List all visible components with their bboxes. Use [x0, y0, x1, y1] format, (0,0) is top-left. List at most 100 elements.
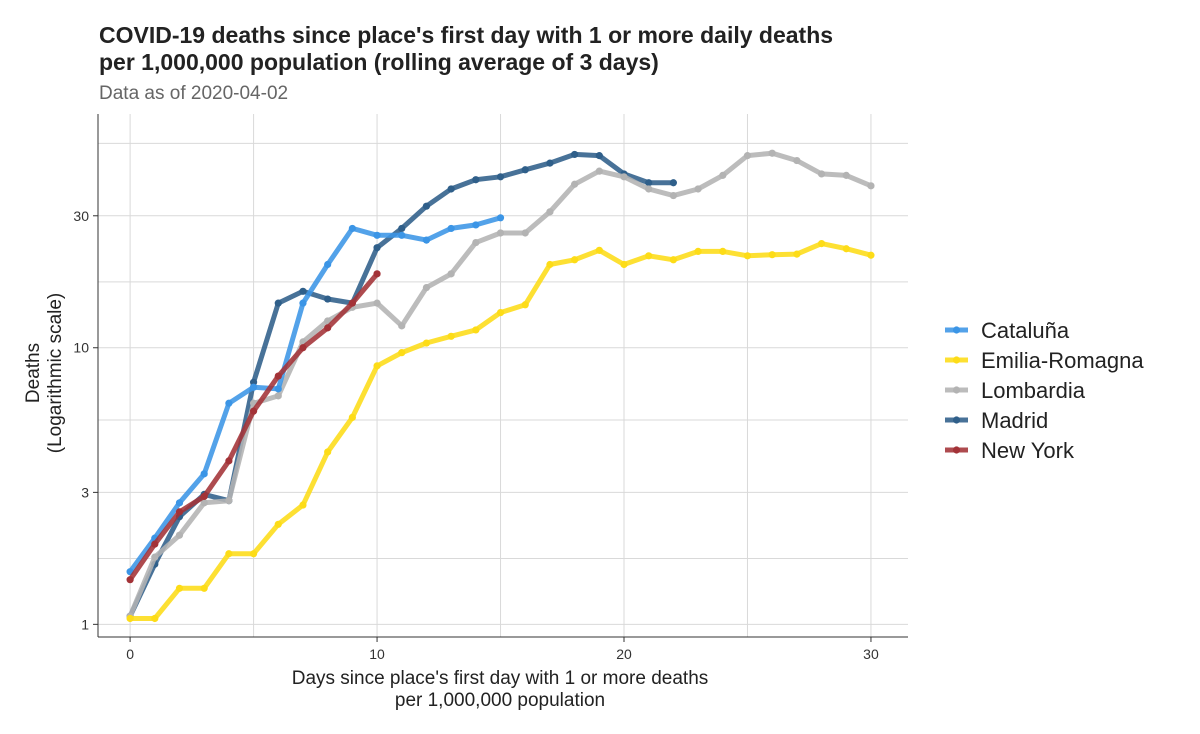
data-point-lombardia — [669, 191, 677, 200]
data-point-madrid — [595, 152, 603, 160]
data-point-cataluna — [447, 224, 455, 233]
data-point-emilia-romagna — [645, 252, 653, 260]
data-point-emilia-romagna — [719, 247, 727, 256]
legend-swatch-point — [952, 416, 961, 424]
chart-subtitle: Data as of 2020-04-02 — [99, 83, 288, 104]
data-point-emilia-romagna — [546, 260, 554, 269]
legend-item-cataluna: Cataluña — [945, 318, 1070, 343]
series-madrid — [126, 150, 677, 620]
data-point-new-york — [324, 324, 332, 332]
data-point-emilia-romagna — [274, 520, 282, 528]
data-point-madrid — [472, 176, 480, 184]
data-point-lombardia — [571, 180, 579, 188]
data-point-emilia-romagna — [126, 614, 134, 623]
data-point-cataluna — [225, 399, 233, 407]
data-point-madrid — [299, 287, 307, 295]
data-point-emilia-romagna — [595, 246, 603, 254]
data-point-lombardia — [472, 238, 480, 247]
legend-label: Lombardia — [981, 378, 1086, 403]
data-point-cataluna — [175, 499, 184, 507]
data-point-madrid — [274, 299, 282, 307]
data-point-lombardia — [225, 497, 233, 505]
data-point-lombardia — [546, 208, 554, 216]
x-tick-label: 10 — [369, 646, 385, 662]
series-emilia-romagna — [126, 239, 875, 623]
data-point-madrid — [546, 159, 554, 167]
data-point-lombardia — [842, 171, 850, 179]
data-point-cataluna — [422, 236, 431, 244]
data-point-lombardia — [743, 152, 752, 160]
data-point-emilia-romagna — [496, 308, 505, 317]
legend-label: Emilia-Romagna — [981, 348, 1144, 373]
data-point-madrid — [422, 202, 431, 210]
x-tick-label: 0 — [126, 646, 134, 662]
x-axis-title-line-2: per 1,000,000 population — [395, 690, 605, 711]
series-cataluna — [126, 214, 505, 576]
data-point-new-york — [151, 540, 159, 548]
data-point-new-york — [299, 344, 307, 352]
data-point-emilia-romagna — [200, 584, 208, 592]
y-axis-title-line-2: (Logarithmic scale) — [45, 293, 66, 454]
data-point-madrid — [645, 179, 653, 187]
data-point-cataluna — [200, 470, 208, 478]
data-point-madrid — [496, 173, 505, 181]
data-point-emilia-romagna — [324, 448, 332, 456]
data-point-lombardia — [768, 149, 776, 157]
data-point-new-york — [225, 457, 233, 465]
data-point-lombardia — [175, 531, 184, 539]
axes: 0 10 20 30 1 3 10 30 — [73, 114, 908, 662]
data-point-madrid — [398, 224, 406, 233]
data-point-lombardia — [200, 499, 208, 507]
data-point-cataluna — [324, 260, 332, 269]
data-point-lombardia — [496, 229, 505, 237]
data-point-new-york — [175, 508, 184, 516]
data-point-lombardia — [719, 171, 727, 179]
gridlines — [98, 114, 908, 637]
data-point-cataluna — [398, 231, 406, 239]
data-point-lombardia — [595, 167, 603, 175]
series-line-cataluna — [127, 215, 503, 575]
data-point-cataluna — [348, 224, 356, 233]
legend-swatch-point — [952, 446, 961, 454]
data-point-lombardia — [373, 299, 381, 307]
legend-label: Madrid — [981, 408, 1048, 433]
data-point-lombardia — [694, 185, 702, 193]
data-point-emilia-romagna — [743, 252, 752, 260]
data-point-emilia-romagna — [842, 245, 850, 253]
x-tick-label: 30 — [863, 646, 879, 662]
data-point-lombardia — [645, 185, 653, 193]
data-point-emilia-romagna — [472, 326, 480, 334]
y-axis-title-line-1: Deaths — [23, 343, 44, 403]
data-point-cataluna — [472, 221, 480, 229]
data-point-emilia-romagna — [768, 251, 776, 259]
data-point-lombardia — [867, 182, 875, 190]
data-point-emilia-romagna — [793, 250, 801, 258]
data-point-lombardia — [817, 170, 826, 178]
y-tick-label: 30 — [73, 208, 89, 224]
data-point-cataluna — [373, 231, 381, 239]
data-point-lombardia — [521, 229, 529, 237]
data-point-madrid — [669, 179, 677, 187]
legend-label: Cataluña — [981, 318, 1070, 343]
data-point-emilia-romagna — [151, 614, 159, 623]
data-point-emilia-romagna — [694, 247, 702, 256]
data-point-emilia-romagna — [669, 256, 677, 264]
y-tick-label: 1 — [81, 616, 89, 632]
y-tick-label: 10 — [73, 340, 89, 356]
data-point-emilia-romagna — [422, 339, 431, 347]
legend-swatch-point — [952, 326, 961, 334]
x-tick-label: 20 — [616, 646, 632, 662]
data-point-lombardia — [620, 173, 628, 181]
chart-title-line-2: per 1,000,000 population (rolling averag… — [99, 49, 659, 75]
data-point-emilia-romagna — [867, 251, 875, 259]
data-point-madrid — [324, 295, 332, 303]
chart-title-line-1: COVID-19 deaths since place's first day … — [99, 22, 833, 48]
data-point-emilia-romagna — [373, 362, 381, 370]
legend: Cataluña Emilia-Romagna Lombardia Madrid New… — [945, 318, 1144, 463]
data-point-cataluna — [496, 214, 505, 222]
data-point-emilia-romagna — [398, 349, 406, 357]
legend-item-new-york: New York — [945, 438, 1075, 463]
data-point-emilia-romagna — [571, 256, 579, 264]
data-point-new-york — [249, 407, 258, 415]
